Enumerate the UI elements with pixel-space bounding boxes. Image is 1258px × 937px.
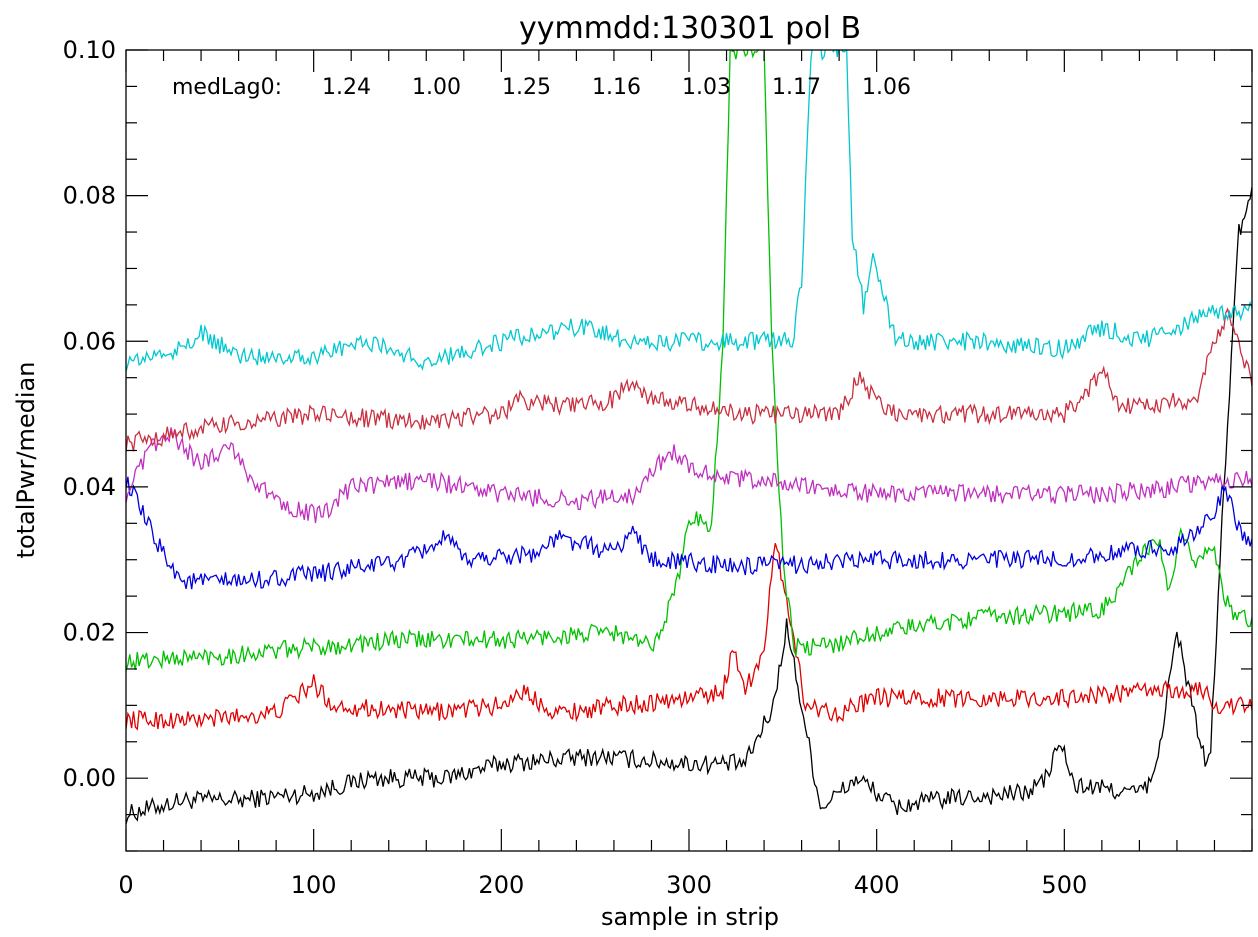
annotation-value-5: 1.03 — [682, 75, 731, 100]
x-tick-label: 400 — [854, 871, 900, 899]
series-line-5 — [126, 427, 1252, 524]
x-tick-label: 500 — [1041, 871, 1087, 899]
series-line-4 — [126, 476, 1252, 590]
y-tick-label: 0.06 — [63, 327, 116, 355]
ticks-layer: 0 100 200 300 400 500 0.00 0.02 0.04 0.06 0.08 0.10 — [63, 36, 1253, 899]
annotation-value-2: 1.00 — [412, 75, 461, 100]
y-axis-label: totalPwr/median — [12, 362, 40, 559]
annotation-value-3: 1.25 — [502, 75, 551, 100]
x-tick-label: 0 — [118, 871, 133, 899]
series-line-1 — [126, 186, 1252, 825]
annotation-prefix: medLag0: — [172, 75, 282, 100]
y-tick-label: 0.10 — [63, 36, 116, 64]
x-tick-label: 200 — [478, 871, 524, 899]
x-tick-label: 100 — [291, 871, 337, 899]
series-line-2 — [126, 543, 1252, 731]
x-tick-label: 300 — [666, 871, 712, 899]
annotation-layer: medLag0: 1.24 1.00 1.25 1.16 1.03 1.17 1.06 — [172, 75, 911, 100]
annotation-value-1: 1.24 — [322, 75, 371, 100]
series-line-7 — [126, 50, 1252, 372]
annotation-value-6: 1.17 — [772, 75, 821, 100]
chart-title: yymmdd:130301 pol B — [519, 11, 861, 46]
annotation-value-7: 1.06 — [862, 75, 911, 100]
y-tick-label: 0.04 — [63, 473, 116, 501]
series-line-6 — [126, 307, 1252, 452]
y-tick-label: 0.00 — [63, 764, 116, 792]
x-axis-label: sample in strip — [601, 903, 779, 931]
y-tick-label: 0.02 — [63, 619, 116, 647]
plot-frame — [125, 49, 1253, 852]
annotation-value-4: 1.16 — [592, 75, 641, 100]
y-tick-label: 0.08 — [63, 182, 116, 210]
series-layer — [126, 50, 1252, 825]
series-line-3 — [126, 50, 1252, 671]
